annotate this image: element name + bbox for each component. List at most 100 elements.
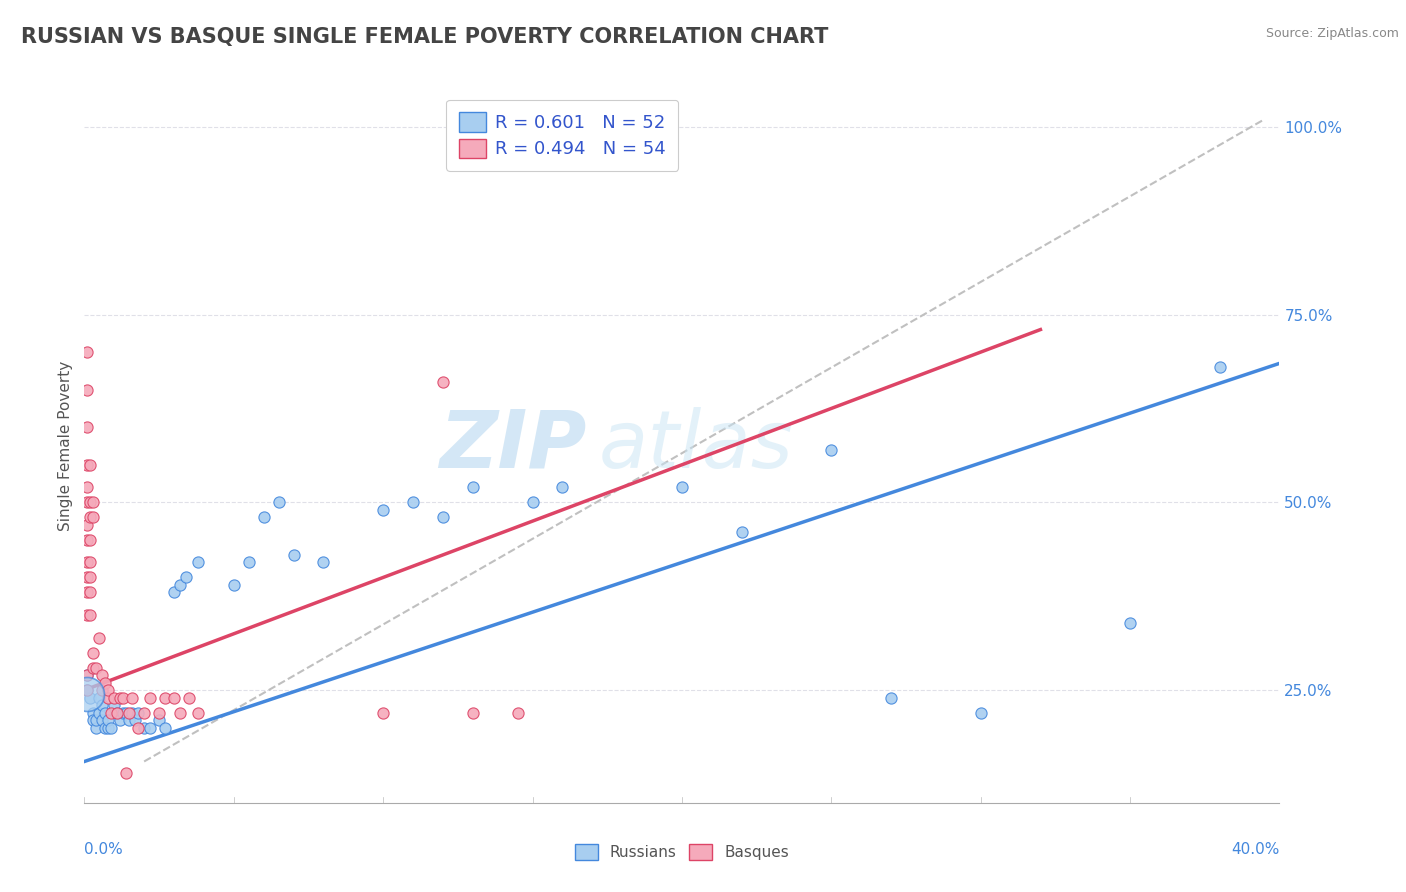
Point: [94, 706, 117, 720]
Legend: Russians, Basques: Russians, Basques: [569, 838, 794, 866]
Point: [432, 375, 454, 389]
Point: [177, 690, 200, 705]
Point: [124, 713, 146, 727]
Point: [76, 480, 98, 494]
Point: [169, 706, 191, 720]
Point: [148, 713, 170, 727]
Point: [76, 668, 98, 682]
Point: [671, 480, 693, 494]
Point: [253, 510, 276, 524]
Point: [82, 495, 104, 509]
Point: [79, 607, 101, 622]
Point: [79, 690, 101, 705]
Point: [402, 495, 425, 509]
Point: [169, 578, 191, 592]
Point: [91, 698, 114, 713]
Point: [86, 713, 108, 727]
Point: [127, 706, 149, 720]
Point: [76, 585, 98, 599]
Point: [82, 713, 104, 727]
Text: Source: ZipAtlas.com: Source: ZipAtlas.com: [1265, 27, 1399, 40]
Point: [76, 420, 98, 434]
Point: [82, 646, 104, 660]
Point: [110, 690, 132, 705]
Text: atlas: atlas: [599, 407, 793, 485]
Point: [103, 690, 125, 705]
Point: [132, 721, 156, 735]
Point: [89, 631, 111, 645]
Point: [970, 706, 993, 720]
Point: [82, 510, 104, 524]
Point: [121, 706, 143, 720]
Point: [115, 706, 138, 720]
Point: [132, 706, 156, 720]
Point: [551, 480, 574, 494]
Point: [1119, 615, 1142, 630]
Point: [76, 517, 98, 532]
Point: [153, 690, 176, 705]
Point: [97, 683, 120, 698]
Point: [94, 675, 117, 690]
Point: [312, 556, 335, 570]
Point: [432, 510, 454, 524]
Point: [238, 556, 260, 570]
Point: [76, 683, 98, 698]
Point: [86, 721, 108, 735]
Point: [79, 510, 101, 524]
Point: [148, 706, 170, 720]
Point: [100, 721, 122, 735]
Point: [105, 706, 128, 720]
Point: [118, 706, 141, 720]
Point: [76, 570, 98, 584]
Point: [89, 706, 111, 720]
Point: [79, 458, 101, 472]
Point: [91, 683, 114, 698]
Y-axis label: Single Female Poverty: Single Female Poverty: [58, 361, 73, 531]
Point: [820, 442, 842, 457]
Point: [76, 607, 98, 622]
Point: [267, 495, 290, 509]
Point: [79, 585, 101, 599]
Point: [97, 713, 120, 727]
Point: [89, 690, 111, 705]
Point: [522, 495, 544, 509]
Point: [880, 690, 903, 705]
Point: [86, 660, 108, 674]
Point: [153, 721, 176, 735]
Point: [97, 690, 120, 705]
Point: [76, 683, 98, 698]
Point: [76, 668, 98, 682]
Point: [76, 383, 98, 397]
Point: [222, 578, 245, 592]
Point: [187, 706, 209, 720]
Point: [163, 690, 186, 705]
Point: [76, 687, 98, 701]
Point: [91, 668, 114, 682]
Text: 0.0%: 0.0%: [84, 842, 124, 856]
Point: [100, 706, 122, 720]
Point: [79, 570, 101, 584]
Point: [105, 706, 128, 720]
Point: [163, 585, 186, 599]
Point: [115, 765, 138, 780]
Point: [118, 713, 141, 727]
Point: [103, 698, 125, 713]
Point: [461, 706, 484, 720]
Point: [139, 690, 162, 705]
Point: [373, 706, 395, 720]
Text: 40.0%: 40.0%: [1232, 842, 1279, 856]
Point: [506, 706, 529, 720]
Point: [110, 713, 132, 727]
Point: [76, 458, 98, 472]
Point: [79, 495, 101, 509]
Point: [91, 713, 114, 727]
Point: [174, 570, 197, 584]
Point: [112, 706, 135, 720]
Point: [76, 345, 98, 359]
Point: [76, 556, 98, 570]
Point: [187, 556, 209, 570]
Point: [731, 525, 754, 540]
Text: ZIP: ZIP: [439, 407, 586, 485]
Point: [79, 556, 101, 570]
Point: [461, 480, 484, 494]
